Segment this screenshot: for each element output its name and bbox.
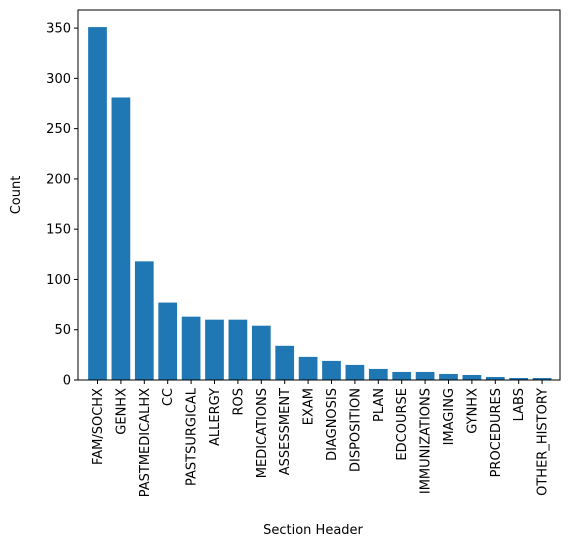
bar-other-history: [532, 377, 552, 380]
bar-fam-sochx: [88, 27, 107, 381]
bar-imaging: [439, 373, 458, 380]
y-tick-label: 100: [46, 273, 71, 288]
x-axis: FAM/SOCHX GENHX PASTMEDICALHX CC PASTSURGICA…: [91, 380, 551, 497]
x-tick-label: FAM/SOCHX: [91, 388, 106, 465]
y-tick-label: 150: [46, 223, 71, 238]
bar-exam: [298, 356, 318, 381]
bar-pastmedicalhx: [134, 261, 154, 380]
bar-allergy: [205, 319, 224, 380]
x-tick-label: GENHX: [114, 388, 129, 435]
x-tick-label: ASSESSMENT: [278, 388, 293, 475]
y-axis: 0 50 100 150 200 250 300 350: [46, 22, 78, 389]
x-tick-label: CC: [161, 388, 176, 406]
y-tick-label: 50: [54, 323, 71, 338]
x-tick-label: DISPOSITION: [348, 388, 363, 472]
x-tick-label: PASTSURGICAL: [185, 387, 200, 486]
bar-medications: [251, 325, 271, 380]
x-tick-label: ROS: [231, 388, 246, 416]
bar-gynhx: [462, 374, 482, 380]
bar-plan: [368, 368, 388, 380]
bars-group: [88, 27, 552, 381]
x-tick-label: PROCEDURES: [489, 388, 504, 477]
x-tick-label: PLAN: [372, 388, 387, 422]
bar-diagnosis: [322, 360, 341, 380]
bar-immunizations: [415, 371, 435, 380]
y-tick-label: 250: [46, 122, 71, 137]
x-tick-label: IMAGING: [442, 388, 457, 445]
x-tick-label: EDCOURSE: [395, 388, 410, 461]
y-tick-label: 200: [46, 172, 71, 187]
bar-cc: [158, 302, 178, 380]
x-tick-label: MEDICATIONS: [255, 388, 270, 478]
bar-labs: [509, 377, 529, 380]
x-tick-label: OTHER_HISTORY: [536, 388, 551, 496]
bar-pastsurgical: [181, 316, 201, 380]
x-tick-label: PASTMEDICALHX: [138, 388, 153, 497]
y-tick-label: 300: [46, 72, 71, 87]
bar-edcourse: [392, 371, 412, 380]
bar-procedures: [485, 376, 505, 380]
x-tick-label: DIAGNOSIS: [325, 388, 340, 461]
bar-disposition: [345, 364, 365, 380]
x-tick-label: EXAM: [302, 388, 317, 425]
y-axis-label: Count: [9, 176, 24, 215]
bar-genhx: [111, 97, 131, 380]
plot-frame: [77, 9, 561, 381]
x-axis-label: Section Header: [263, 523, 363, 538]
y-tick-label: 350: [46, 22, 71, 37]
x-tick-label: LABS: [512, 388, 527, 421]
bar-assessment: [275, 345, 295, 380]
x-tick-label: IMMUNIZATIONS: [419, 388, 434, 494]
bar-ros: [228, 319, 248, 380]
x-tick-label: ALLERGY: [208, 388, 223, 446]
y-tick-label: 0: [63, 374, 71, 389]
x-tick-label: GYNHX: [465, 388, 480, 434]
